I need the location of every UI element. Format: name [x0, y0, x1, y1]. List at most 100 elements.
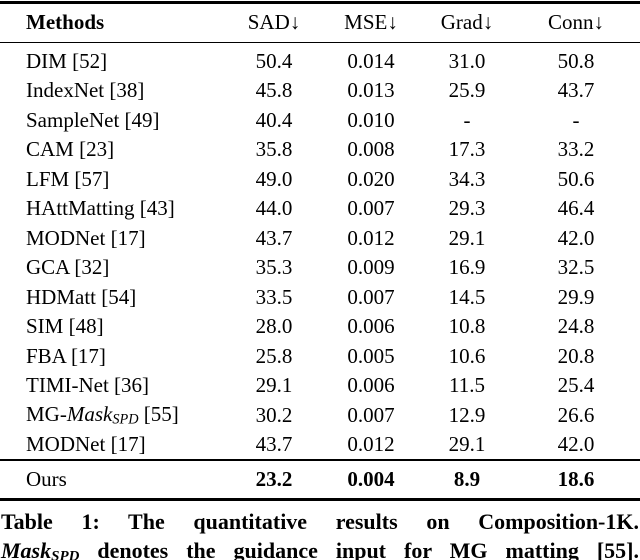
metric-cell: 43.7 — [557, 78, 595, 103]
method-cell: IndexNet [38] — [0, 78, 228, 103]
metric-cell: 34.3 — [448, 166, 486, 191]
metric-cell: 32.5 — [557, 255, 595, 280]
metric-cell: 43.7 — [255, 432, 293, 457]
metric-cell: 14.5 — [448, 284, 486, 309]
metric-cell: 0.013 — [347, 78, 395, 103]
header-methods: Methods — [26, 10, 105, 35]
metric-cell: 30.2 — [255, 402, 293, 427]
table-row: CAM [23] 35.8 0.008 17.3 33.2 — [0, 135, 640, 165]
metric-cell: 18.6 — [557, 467, 595, 492]
text-segment: LFM [57] — [26, 166, 110, 191]
metric-cell: 28.0 — [255, 314, 293, 339]
text-segment: Ours — [26, 467, 67, 492]
text-segment: SPD — [112, 411, 139, 428]
metric-cell: 0.014 — [347, 48, 395, 73]
text-segment: MG- — [26, 401, 67, 426]
metric-cell: 20.8 — [557, 343, 595, 368]
text-segment: Mask — [66, 401, 113, 426]
table-row: HAttMatting [43] 44.0 0.007 29.3 46.4 — [0, 194, 640, 224]
metric-cell: 31.0 — [448, 48, 486, 73]
table-row: TIMI-Net [36] 29.1 0.006 11.5 25.4 — [0, 371, 640, 401]
text-segment: SIM [48] — [26, 314, 104, 339]
method-cell: DIM [52] — [0, 49, 228, 74]
metric-cell: 10.8 — [448, 314, 486, 339]
metric-cell: 0.007 — [347, 196, 395, 221]
metric-cell: 23.2 — [255, 467, 293, 492]
method-cell: SampleNet [49] — [0, 108, 228, 133]
metric-cell: 24.8 — [557, 314, 595, 339]
metric-cell: 50.4 — [255, 48, 293, 73]
metric-cell: 43.7 — [255, 225, 293, 250]
method-cell: HDMatt [54] — [0, 285, 228, 310]
metric-cell: 44.0 — [255, 196, 293, 221]
metric-cell: 8.9 — [453, 467, 481, 492]
metric-cell: 26.6 — [557, 402, 595, 427]
table-caption: Table 1: The quantitative results on Com… — [0, 507, 640, 560]
table-row: MODNet [17] 43.7 0.012 29.1 42.0 — [0, 430, 640, 460]
metric-cell: 46.4 — [557, 196, 595, 221]
metric-cell: 40.4 — [255, 107, 293, 132]
text-segment: MODNet [17] — [26, 225, 146, 250]
table-row: LFM [57] 49.0 0.020 34.3 50.6 — [0, 164, 640, 194]
metric-cell: 25.4 — [557, 373, 595, 398]
metric-cell: 25.9 — [448, 78, 486, 103]
text-segment: denotes the guidance input for MG mattin… — [79, 537, 639, 560]
metric-cell: 11.5 — [449, 373, 485, 398]
table-bottom-rule — [0, 498, 640, 501]
metric-cell: 49.0 — [255, 166, 293, 191]
metric-cell: - — [572, 107, 580, 132]
metric-cell: 29.1 — [448, 225, 486, 250]
metric-cell: 33.2 — [557, 137, 595, 162]
table-ours-row: Ours 23.2 0.004 8.9 18.6 — [0, 461, 640, 498]
metric-cell: 0.012 — [347, 432, 395, 457]
table-row: FBA [17] 25.8 0.005 10.6 20.8 — [0, 341, 640, 371]
metric-cell: 0.007 — [347, 402, 395, 427]
table-row: IndexNet [38] 45.8 0.013 25.9 43.7 — [0, 76, 640, 106]
text-segment: SPD — [51, 548, 80, 560]
caption-line-1: Table 1: The quantitative results on Com… — [0, 507, 640, 536]
method-cell: TIMI-Net [36] — [0, 373, 228, 398]
caption-line-2: MaskSPD denotes the guidance input for M… — [0, 536, 640, 560]
metric-cell: 12.9 — [448, 402, 486, 427]
text-segment: MODNet [17] — [26, 432, 146, 457]
table-row: SIM [48] 28.0 0.006 10.8 24.8 — [0, 312, 640, 342]
text-segment: DIM [52] — [26, 48, 108, 73]
metric-cell: 42.0 — [557, 225, 595, 250]
metric-cell: 29.1 — [448, 432, 486, 457]
table-head-rule — [0, 41, 640, 44]
header-mse: MSE↓ — [344, 10, 398, 35]
metric-cell: 45.8 — [255, 78, 293, 103]
table-top-rule — [0, 1, 640, 4]
metric-cell: 50.6 — [557, 166, 595, 191]
method-cell: MODNet [17] — [0, 432, 228, 457]
table-row: DIM [52] 50.4 0.014 31.0 50.8 — [0, 46, 640, 76]
method-cell: Ours — [0, 467, 228, 492]
text-segment: SampleNet [49] — [26, 107, 160, 132]
method-cell: FBA [17] — [0, 344, 228, 369]
metric-cell: 29.9 — [557, 284, 595, 309]
method-cell: LFM [57] — [0, 167, 228, 192]
text-segment: TIMI-Net [36] — [26, 373, 150, 398]
metric-cell: 0.020 — [347, 166, 395, 191]
method-cell: SIM [48] — [0, 314, 228, 339]
metric-cell: 0.006 — [347, 314, 395, 339]
metric-cell: 10.6 — [448, 343, 486, 368]
table-row: HDMatt [54] 33.5 0.007 14.5 29.9 — [0, 282, 640, 312]
text-segment: FBA [17] — [26, 343, 106, 368]
text-segment: HDMatt [54] — [26, 284, 137, 309]
metric-cell: 0.012 — [347, 225, 395, 250]
metric-cell: 16.9 — [448, 255, 486, 280]
text-segment: HAttMatting [43] — [26, 196, 175, 221]
text-segment: Table 1: The quantitative results on Com… — [1, 508, 639, 534]
metric-cell: 50.8 — [557, 48, 595, 73]
metric-cell: 35.8 — [255, 137, 293, 162]
table-body: DIM [52] 50.4 0.014 31.0 50.8 IndexNet [38] 45… — [0, 43, 640, 459]
metric-cell: 0.006 — [347, 373, 395, 398]
text-segment: IndexNet [38] — [26, 78, 145, 103]
metric-cell: 25.8 — [255, 343, 293, 368]
table-header-row: Methods SAD↓ MSE↓ Grad↓ Conn↓ — [0, 4, 640, 42]
text-segment: [55] — [138, 401, 179, 426]
metric-cell: 29.1 — [255, 373, 293, 398]
method-cell: HAttMatting [43] — [0, 196, 228, 221]
